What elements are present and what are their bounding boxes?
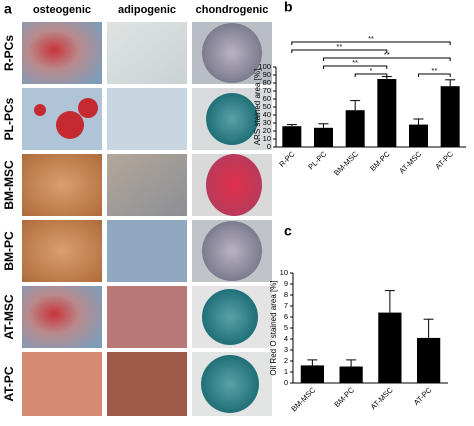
y-tick-label: 8 [284,290,288,299]
y-tick-label: 0 [267,142,271,151]
y-tick-label: 6 [284,312,288,321]
bar [300,365,324,383]
micrograph [22,154,102,216]
bar [314,127,333,147]
y-axis-label: Oil Red O stained area [%] [269,280,278,375]
x-tick-label: R-PC [277,149,297,169]
bar [282,126,302,147]
y-tick-label: 5 [284,323,288,332]
panel-label: a [4,1,12,17]
y-tick-label: 4 [284,334,288,343]
micrograph-row [22,88,272,150]
y-tick-label: 9 [284,279,288,288]
x-tick-label: BM-MSC [332,149,360,177]
panel-label: c [284,223,292,239]
x-tick-label: BM-PC [368,149,392,173]
micrograph-panel: a osteogenic adipogenic chondrogenic [2,1,272,416]
y-tick-label: 50 [263,102,271,111]
pellet [202,221,262,281]
x-tick-label: BM-PC [332,385,356,409]
pellet [202,289,258,345]
bar [440,86,460,147]
micrograph [22,220,102,282]
micrograph [107,88,187,150]
micrograph [22,22,102,84]
micrograph-row [22,286,272,348]
bar [378,312,402,383]
significance-bracket [291,41,451,45]
micrograph [22,352,102,416]
row-label: BM-MSC [2,160,16,210]
y-tick-label: 80 [263,78,271,87]
row-label: R-PCs [2,35,16,71]
row-label: AT-MSC [2,294,16,339]
pellet [206,154,262,216]
bar [339,366,363,383]
bar [417,337,441,383]
significance-bracket [418,73,451,77]
x-tick-label: AT-PC [412,385,434,407]
y-tick-label: 10 [280,268,288,277]
y-tick-label: 10 [263,134,271,143]
significance-label: ** [431,66,437,75]
x-tick-label: AT-PC [433,149,455,171]
y-tick-label: 40 [263,110,271,119]
column-header: chondrogenic [196,4,269,16]
bar [377,79,397,147]
pellet [202,23,262,83]
micrograph-row [22,220,272,282]
significance-bracket [354,73,388,77]
significance-bracket [323,65,388,69]
micrograph [107,220,187,282]
micrograph [107,22,187,84]
x-tick-label: AT-MSC [397,149,423,175]
y-tick-label: 30 [263,118,271,127]
micrograph-row [22,22,272,84]
significance-label: ** [368,34,374,43]
row-label: PL-PCs [2,97,16,140]
y-tick-label: 2 [284,356,288,365]
y-tick-label: 1 [284,367,288,376]
x-tick-label: BM-MSC [289,385,317,413]
micrograph [107,352,187,416]
stain [34,104,46,116]
stain [56,111,84,139]
significance-label: * [370,66,373,75]
x-tick-label: PL-PC [306,149,328,171]
micrograph [107,286,187,348]
y-tick-label: 20 [263,126,271,135]
micrograph-row [22,154,272,216]
stain [78,98,98,118]
row-label: BM-PC [2,231,16,271]
significance-label: ** [336,42,342,51]
micrograph-row [22,352,272,416]
y-tick-label: 3 [284,345,288,354]
y-tick-label: 90 [263,70,271,79]
micrograph [22,286,102,348]
column-header: adipogenic [118,4,176,16]
y-tick-label: 100 [258,62,271,71]
y-tick-label: 7 [284,301,288,310]
y-axis-label: ARS stained area [%] [253,69,262,145]
significance-bracket [323,57,451,61]
pellet [206,93,258,145]
x-tick-label: AT-MSC [369,385,395,411]
y-tick-label: 60 [263,94,271,103]
significance-bracket [291,49,388,53]
y-tick-label: 0 [284,378,288,387]
column-header: osteogenic [33,4,91,16]
panel-label: b [284,0,293,15]
bar [409,124,428,147]
bar [345,110,365,147]
significance-label: ** [384,50,390,59]
pellet [201,355,259,413]
significance-label: ** [352,58,358,67]
y-tick-label: 70 [263,86,271,95]
row-label: AT-PC [2,366,16,401]
micrograph [107,154,187,216]
